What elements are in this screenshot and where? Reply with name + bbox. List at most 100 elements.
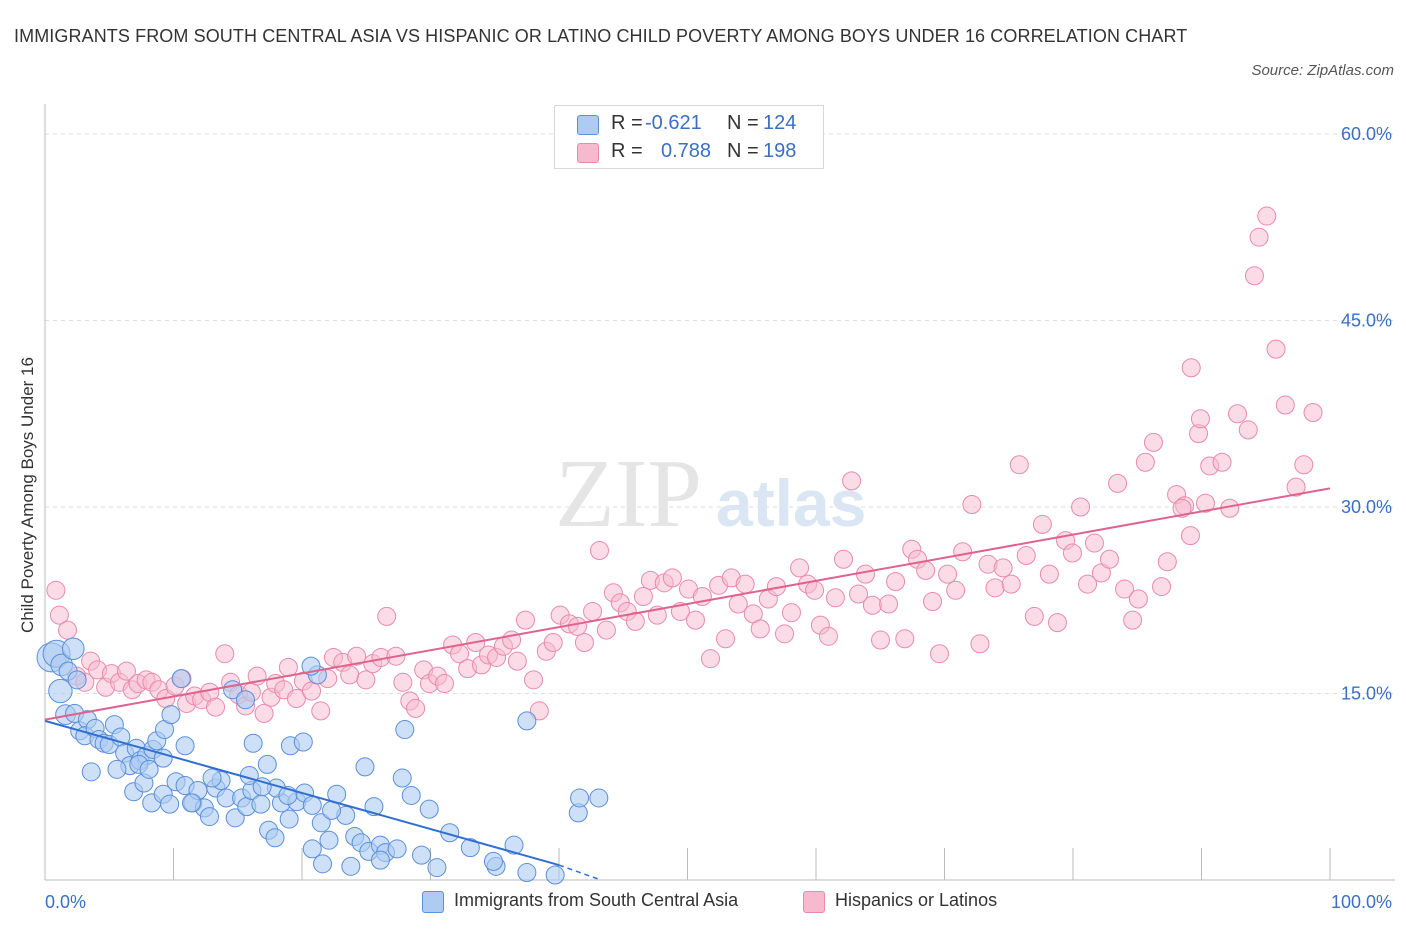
legend-swatch-pink	[803, 891, 825, 913]
south-central-asia-point	[199, 807, 219, 827]
hispanics-point	[985, 578, 1005, 598]
hispanics-point	[116, 661, 136, 681]
hispanics-point	[356, 670, 376, 690]
south-central-asia-point	[419, 799, 439, 819]
hispanics-point	[1180, 526, 1200, 546]
south-central-asia-point	[589, 788, 609, 808]
hispanics-point	[406, 698, 426, 718]
n-value: 198	[763, 140, 797, 162]
hispanics-point	[993, 558, 1013, 578]
south-central-asia-point	[395, 720, 415, 740]
hispanics-point	[1024, 606, 1044, 626]
hispanics-point	[775, 624, 795, 644]
south-central-asia-point	[48, 678, 73, 704]
hispanics-point	[1039, 564, 1059, 584]
south-central-asia-point	[322, 800, 342, 820]
hispanics-point	[589, 541, 609, 561]
hispanics-point	[970, 634, 990, 654]
hispanics-point	[962, 495, 982, 515]
hispanics-point	[946, 580, 966, 600]
hispanics-point	[701, 649, 721, 669]
hispanics-point	[1032, 514, 1052, 534]
south-central-asia-point	[483, 851, 503, 871]
hispanics-point	[1172, 498, 1192, 518]
chart-title: IMMIGRANTS FROM SOUTH CENTRAL ASIA VS HI…	[14, 26, 1188, 46]
hispanics-point	[781, 603, 801, 623]
south-central-asia-point	[81, 762, 101, 782]
hispanics-point	[543, 633, 563, 653]
y-tick-label: 15.0%	[1341, 684, 1392, 704]
hispanics-point	[1266, 339, 1286, 359]
r-value: -0.621	[645, 112, 702, 134]
hispanics-point	[1078, 574, 1098, 594]
south-central-asia-point	[202, 768, 222, 788]
hispanics-point	[886, 572, 906, 592]
hispanics-point	[206, 697, 226, 717]
hispanics-point	[862, 595, 882, 615]
hispanics-point	[347, 646, 367, 666]
hispanics-point	[923, 591, 943, 611]
hispanics-point	[916, 560, 936, 580]
hispanics-point	[286, 688, 306, 708]
n-value: 124	[763, 112, 797, 134]
south-central-asia-point	[139, 759, 159, 779]
watermark-zip: ZIP	[555, 440, 702, 548]
south-central-asia-point	[370, 850, 390, 870]
x-tick-label: 0.0%	[45, 892, 86, 912]
hispanics-point	[842, 471, 862, 491]
trend-line-south-central-asia-extension	[558, 864, 598, 880]
hispanics-point	[849, 584, 869, 604]
hispanics-point	[1135, 452, 1155, 472]
hispanics-point	[1047, 613, 1067, 633]
hispanics-point	[1212, 452, 1232, 472]
south-central-asia-point	[319, 830, 339, 850]
hispanics-point	[685, 610, 705, 630]
hispanics-point	[1257, 206, 1277, 226]
r-value: 0.788	[661, 140, 712, 162]
hispanics-point	[524, 670, 544, 690]
legend-swatch-blue	[577, 115, 599, 135]
r-label: R =	[611, 140, 643, 162]
hispanics-point	[1071, 497, 1091, 517]
hispanics-point	[215, 644, 235, 664]
hispanics-point	[805, 580, 825, 600]
south-central-asia-point	[392, 768, 412, 788]
trend-lines	[44, 487, 1331, 880]
hispanics-point	[895, 629, 915, 649]
hispanics-point	[790, 558, 810, 578]
hispanics-point	[1108, 473, 1128, 493]
hispanics-point	[596, 620, 616, 640]
south-central-asia-point	[265, 828, 285, 848]
south-central-asia-point	[570, 788, 590, 808]
south-central-asia-point	[401, 785, 421, 805]
n-label: N =	[727, 112, 759, 134]
series-hispanics-points	[46, 206, 1323, 723]
hispanics-point	[1238, 420, 1258, 440]
south-central-asia-point	[160, 794, 180, 814]
y-tick-label: 30.0%	[1341, 497, 1392, 517]
hispanics-point	[1128, 589, 1148, 609]
hispanics-point	[1123, 610, 1143, 630]
legend-swatch-pink	[577, 143, 599, 163]
legend-swatch-blue	[422, 891, 444, 913]
south-central-asia-point	[107, 759, 127, 779]
hispanics-point	[1084, 533, 1104, 553]
hispanics-point	[507, 651, 527, 671]
hispanics-point	[583, 601, 603, 621]
hispanics-point	[574, 633, 594, 653]
legend-label: Immigrants from South Central Asia	[454, 890, 739, 910]
hispanics-point	[1115, 579, 1135, 599]
hispanics-point	[879, 594, 899, 614]
tick-labels: 15.0% 30.0% 45.0% 60.0% 0.0% 100.0%	[45, 124, 1392, 912]
south-central-asia-point	[302, 795, 322, 815]
watermark: ZIP atlas	[555, 440, 866, 548]
south-central-asia-point	[67, 670, 87, 690]
south-central-asia-point	[171, 669, 191, 689]
r-label: R =	[611, 112, 643, 134]
hispanics-point	[833, 549, 853, 569]
hispanics-point	[1062, 543, 1082, 563]
y-tick-label: 60.0%	[1341, 124, 1392, 144]
hispanics-point	[377, 606, 397, 626]
hispanics-point	[1244, 266, 1264, 286]
south-central-asia-point	[279, 809, 299, 829]
